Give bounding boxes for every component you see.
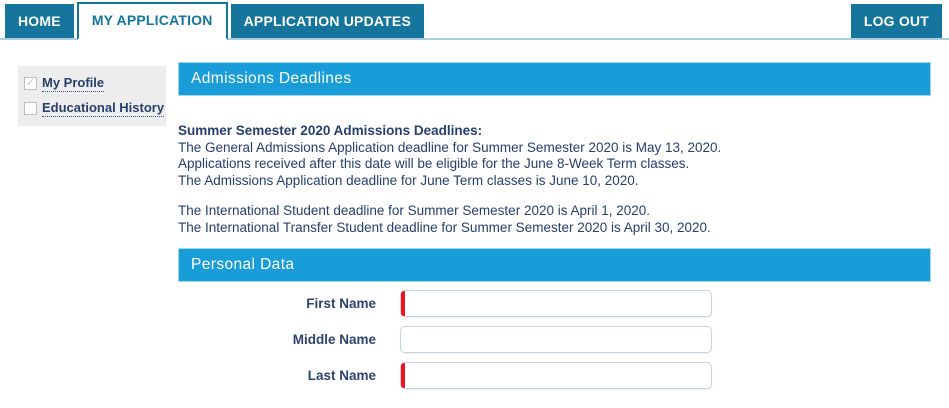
optional-field-wrap: [400, 326, 712, 353]
sidebar-item-label[interactable]: My Profile: [42, 75, 105, 92]
deadlines-paragraph-2: The International Student deadline for S…: [178, 203, 931, 236]
tab-application-updates[interactable]: APPLICATION UPDATES: [230, 4, 424, 38]
middle-name-input[interactable]: [400, 326, 712, 353]
deadline-line: Applications received after this date wi…: [178, 156, 690, 171]
logout-button[interactable]: LOG OUT: [850, 4, 942, 38]
personal-data-form: First Name Middle Name Last Name: [178, 290, 931, 389]
tab-my-application[interactable]: MY APPLICATION: [76, 2, 228, 40]
deadline-line: The International Transfer Student deadl…: [178, 219, 711, 235]
top-tab-bar: HOME MY APPLICATION APPLICATION UPDATES …: [0, 0, 949, 40]
section-header-admissions-deadlines: Admissions Deadlines: [178, 62, 931, 96]
form-row-middle-name: Middle Name: [178, 326, 931, 353]
form-row-last-name: Last Name: [178, 362, 931, 389]
last-name-label: Last Name: [307, 368, 376, 383]
main-panel: Admissions Deadlines Summer Semester 202…: [178, 62, 931, 398]
sidebar-item-educational-history[interactable]: Educational History: [24, 96, 165, 121]
form-row-first-name: First Name: [178, 290, 931, 317]
deadline-line: The General Admissions Application deadl…: [178, 139, 722, 155]
deadline-line: The Admissions Application deadline for …: [178, 172, 639, 188]
first-name-input[interactable]: [400, 290, 712, 317]
deadlines-paragraph-1: Summer Semester 2020 Admissions Deadline…: [178, 123, 931, 189]
deadline-line: The International Student deadline for S…: [178, 203, 651, 218]
educational-history-checkbox[interactable]: [24, 102, 37, 115]
page-content: ✓ My Profile Educational History Admissi…: [0, 40, 949, 398]
required-field-marker: [400, 290, 712, 317]
sidebar-item-my-profile[interactable]: ✓ My Profile: [24, 71, 160, 96]
middle-name-label: Middle Name: [292, 332, 376, 347]
required-field-marker: [400, 362, 712, 389]
section-header-personal-data: Personal Data: [178, 248, 931, 282]
last-name-input[interactable]: [400, 362, 712, 389]
first-name-label: First Name: [306, 296, 376, 311]
deadlines-heading: Summer Semester 2020 Admissions Deadline…: [178, 123, 483, 138]
my-profile-checkbox[interactable]: ✓: [24, 77, 37, 90]
sidebar: ✓ My Profile Educational History: [18, 66, 166, 126]
tab-home[interactable]: HOME: [5, 4, 74, 38]
sidebar-item-label[interactable]: Educational History: [42, 100, 165, 117]
